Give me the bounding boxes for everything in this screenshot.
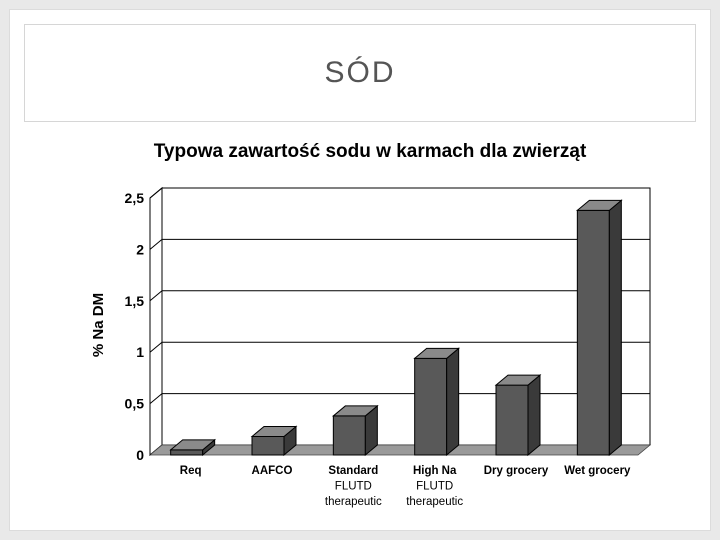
- gridline-diagonal: [149, 341, 163, 353]
- y-tick-label: 1,5: [125, 293, 145, 309]
- gridline-diagonal: [149, 239, 163, 250]
- slide-title-box: SÓD: [24, 24, 696, 122]
- bar-side: [608, 199, 622, 457]
- bar-top: [575, 199, 623, 211]
- y-tick-label: 0,5: [125, 396, 145, 412]
- bar-top: [413, 347, 461, 359]
- y-tick-label: 0: [136, 447, 144, 463]
- slide-title: SÓD: [324, 56, 396, 89]
- plot-floor: [148, 444, 652, 456]
- bar-side: [527, 374, 541, 457]
- bar: [170, 449, 204, 456]
- y-tick-label: 1: [136, 344, 144, 360]
- plot-back-wall: [161, 187, 651, 446]
- x-tick-label: Dry grocery: [484, 465, 549, 477]
- bar-side: [446, 347, 460, 457]
- x-tick-label: therapeutic: [406, 496, 463, 508]
- plot-area: 0 0,5 1 1,5 2 2,5 Req AAFCO Standard FLUTD therape…: [125, 186, 652, 508]
- gridline-diagonal: [149, 187, 163, 199]
- bar-top: [169, 439, 217, 451]
- bar-top: [331, 405, 379, 417]
- bar: [495, 384, 529, 456]
- bar: [576, 209, 610, 456]
- x-tick-label: Standard: [328, 465, 378, 477]
- x-tick-label: FLUTD: [335, 481, 372, 493]
- bar-top: [494, 374, 542, 386]
- bar: [414, 357, 448, 456]
- x-tick-label: AAFCO: [252, 465, 293, 477]
- gridline-diagonal: [149, 393, 163, 404]
- chart-title: Typowa zawartość sodu w karmach dla zwie…: [154, 141, 587, 162]
- x-tick-label: High Na: [413, 465, 457, 477]
- bar: [332, 415, 366, 456]
- y-axis-label: % Na DM: [90, 293, 107, 357]
- plot-side-wall: [149, 186, 163, 457]
- x-tick-label: therapeutic: [325, 496, 382, 508]
- x-tick-label: Req: [180, 465, 202, 477]
- y-tick-label: 2: [136, 241, 144, 257]
- bar: [251, 435, 285, 456]
- x-tick-label: FLUTD: [416, 481, 453, 493]
- x-tick-label: Wet grocery: [564, 465, 631, 477]
- bar-top: [250, 425, 298, 437]
- gridline-diagonal: [149, 290, 163, 302]
- y-tick-label: 2,5: [125, 190, 145, 206]
